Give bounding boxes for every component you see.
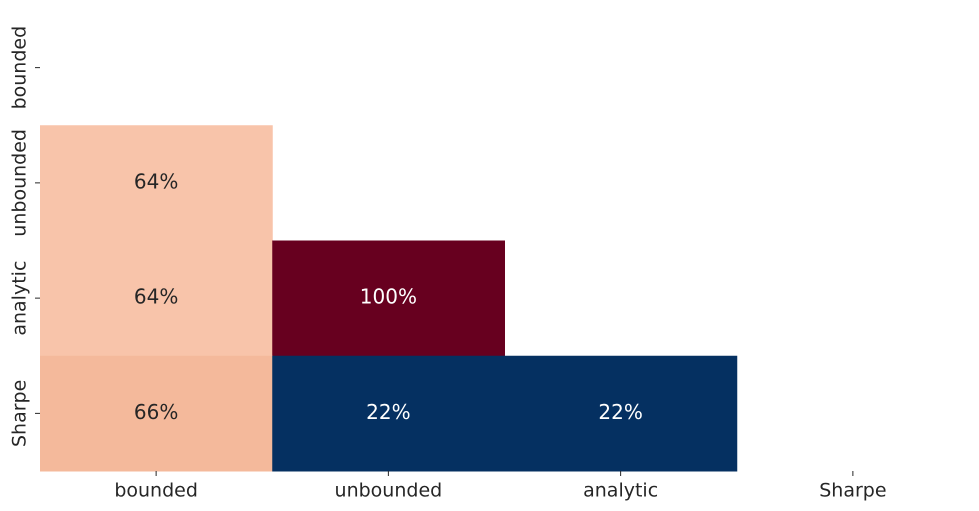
- heatmap-cell: [40, 355, 273, 472]
- y-tick-label: analytic: [9, 261, 31, 336]
- cell-label: 66%: [134, 400, 178, 424]
- cell-label: 22%: [366, 400, 410, 424]
- heatmap-cell: [272, 240, 505, 357]
- y-tick-label: unbounded: [9, 129, 31, 237]
- x-tick-label: bounded: [114, 480, 198, 502]
- heatmap-cell: [40, 125, 273, 241]
- heatmap-cell: [40, 240, 273, 357]
- heatmap-cell: [504, 355, 738, 472]
- x-tick-label: Sharpe: [819, 480, 886, 502]
- cell-label: 64%: [134, 285, 178, 309]
- y-tick-label: bounded: [9, 26, 31, 110]
- y-tick-label: Sharpe: [9, 380, 31, 447]
- x-tick-label: analytic: [583, 480, 658, 502]
- heatmap-cell: [272, 355, 505, 472]
- cell-label: 64%: [134, 169, 178, 193]
- cell-label: 100%: [360, 285, 417, 309]
- x-tick-label: unbounded: [335, 480, 443, 502]
- cell-label: 22%: [598, 400, 642, 424]
